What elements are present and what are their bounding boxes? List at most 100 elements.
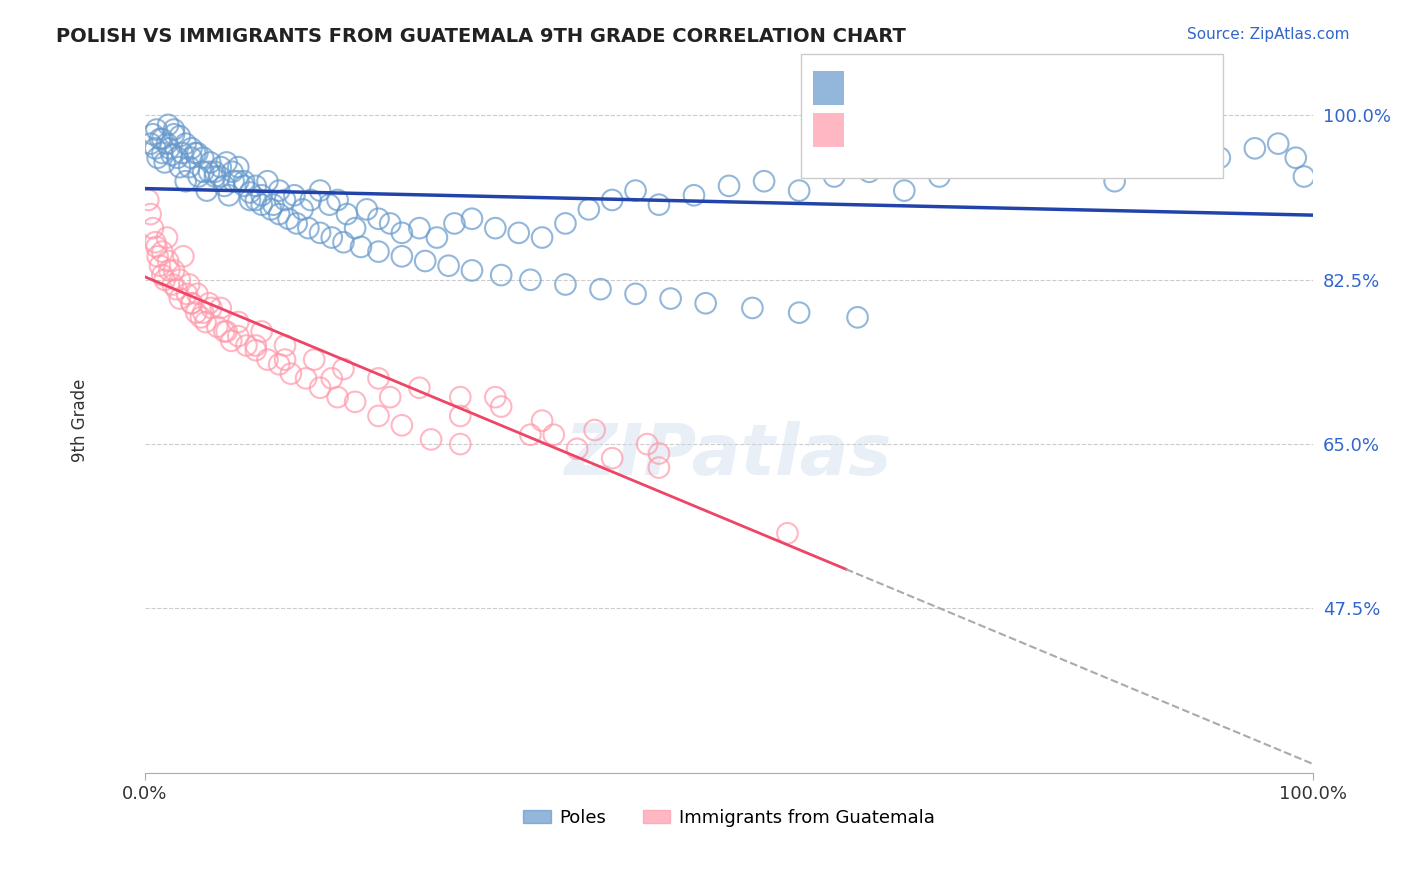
Point	[443, 217, 465, 231]
Point	[204, 169, 226, 184]
Point	[484, 221, 506, 235]
Point	[187, 169, 209, 184]
Point	[222, 174, 245, 188]
Point	[235, 338, 257, 352]
Point	[776, 526, 799, 541]
Point	[321, 230, 343, 244]
Point	[219, 334, 242, 348]
Point	[998, 146, 1021, 161]
Point	[624, 286, 647, 301]
Point	[449, 437, 471, 451]
Point	[174, 136, 197, 151]
Point	[143, 141, 166, 155]
Point	[648, 446, 671, 460]
Point	[269, 207, 291, 221]
Point	[299, 193, 322, 207]
Text: R =  0.599    N = 123: R = 0.599 N = 123	[851, 78, 1094, 97]
Point	[215, 155, 238, 169]
Point	[519, 273, 541, 287]
Point	[1069, 160, 1091, 174]
Point	[326, 390, 349, 404]
Point	[260, 202, 283, 217]
Point	[380, 217, 402, 231]
Point	[332, 362, 354, 376]
Point	[186, 306, 208, 320]
Point	[163, 263, 186, 277]
Point	[274, 352, 297, 367]
Point	[146, 249, 169, 263]
Point	[648, 460, 671, 475]
Legend: Poles, Immigrants from Guatemala: Poles, Immigrants from Guatemala	[516, 802, 942, 834]
Point	[193, 165, 215, 179]
Point	[600, 193, 623, 207]
Point	[150, 244, 173, 259]
Point	[543, 427, 565, 442]
Point	[350, 240, 373, 254]
Point	[245, 343, 267, 358]
Point	[280, 367, 302, 381]
Point	[166, 151, 188, 165]
Point	[200, 301, 222, 315]
Point	[179, 160, 201, 174]
Point	[198, 296, 221, 310]
Point	[226, 315, 249, 329]
Point	[928, 169, 950, 184]
Point	[150, 268, 173, 282]
Point	[344, 395, 367, 409]
Point	[139, 207, 162, 221]
Text: R = -0.538    N =  74: R = -0.538 N = 74	[851, 120, 1088, 139]
Point	[332, 235, 354, 250]
Point	[142, 221, 165, 235]
Point	[193, 151, 215, 165]
Point	[426, 230, 449, 244]
Point	[150, 132, 173, 146]
Point	[190, 310, 212, 325]
Point	[285, 217, 308, 231]
Point	[295, 371, 318, 385]
Point	[226, 174, 249, 188]
Point	[218, 188, 240, 202]
Point	[172, 146, 194, 161]
Point	[212, 178, 235, 193]
Point	[174, 174, 197, 188]
Point	[449, 390, 471, 404]
Point	[163, 128, 186, 142]
Point	[659, 292, 682, 306]
Point	[193, 306, 215, 320]
Point	[212, 325, 235, 339]
Point	[274, 338, 297, 352]
Point	[1243, 141, 1265, 155]
Point	[145, 122, 167, 136]
Point	[437, 259, 460, 273]
Point	[215, 325, 238, 339]
Point	[256, 174, 278, 188]
Point	[250, 325, 273, 339]
Point	[200, 155, 222, 169]
Point	[531, 230, 554, 244]
Point	[1104, 174, 1126, 188]
Point	[156, 136, 179, 151]
Point	[302, 352, 325, 367]
Point	[391, 226, 413, 240]
Point	[143, 235, 166, 250]
Point	[508, 226, 530, 240]
Point	[245, 338, 267, 352]
Point	[157, 254, 180, 268]
Point	[142, 128, 165, 142]
Point	[846, 310, 869, 325]
Point	[367, 211, 389, 226]
Point	[226, 160, 249, 174]
Point	[893, 184, 915, 198]
Point	[391, 249, 413, 263]
Point	[221, 165, 243, 179]
Point	[172, 249, 194, 263]
Point	[741, 301, 763, 315]
Point	[578, 202, 600, 217]
Point	[169, 273, 191, 287]
Text: ZIPatlas: ZIPatlas	[565, 421, 893, 491]
Point	[420, 433, 443, 447]
Point	[1174, 146, 1197, 161]
Point	[180, 296, 202, 310]
Point	[186, 146, 208, 161]
Point	[153, 273, 176, 287]
